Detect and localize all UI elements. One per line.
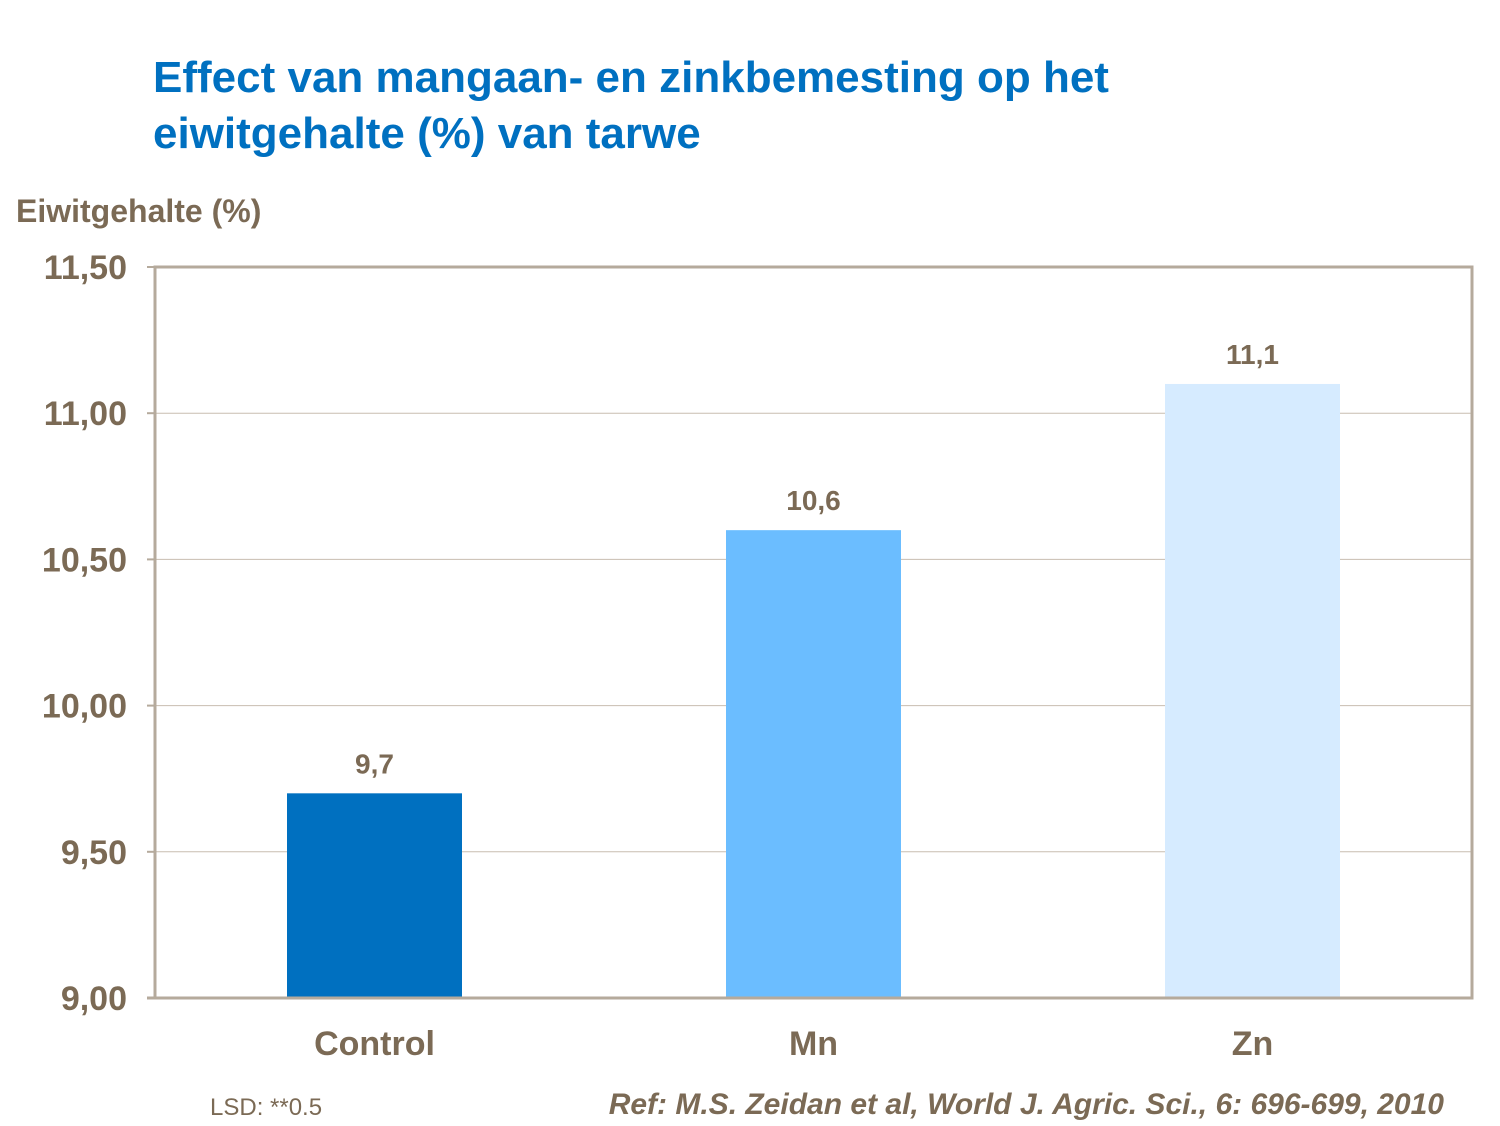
y-tick-label: 9,00 bbox=[61, 980, 127, 1018]
bar-control bbox=[287, 793, 462, 997]
chart-title-line-2: eiwitgehalte (%) van tarwe bbox=[153, 109, 701, 158]
reference-note: Ref: M.S. Zeidan et al, World J. Agric. … bbox=[608, 1088, 1444, 1121]
y-tick-label: 9,50 bbox=[61, 834, 127, 872]
x-tick-label: Zn bbox=[1232, 1025, 1274, 1063]
y-tick-label: 11,00 bbox=[44, 395, 127, 433]
x-tick-label: Control bbox=[314, 1025, 435, 1063]
bar-mn bbox=[726, 530, 901, 997]
lsd-note: LSD: **0.5 bbox=[210, 1094, 323, 1121]
chart-title: Effect van mangaan- en zinkbemesting op … bbox=[153, 50, 1109, 162]
data-label: 11,1 bbox=[1226, 339, 1279, 370]
data-label: 10,6 bbox=[786, 485, 841, 516]
chart-title-line-1: Effect van mangaan- en zinkbemesting op … bbox=[153, 53, 1109, 102]
y-tick-label: 11,50 bbox=[44, 249, 127, 287]
bar-zn bbox=[1165, 383, 1340, 998]
y-axis-label: Eiwitgehalte (%) bbox=[16, 193, 262, 229]
data-label: 9,7 bbox=[355, 748, 394, 779]
y-tick-label: 10,50 bbox=[42, 541, 127, 579]
y-tick-label: 10,00 bbox=[42, 688, 127, 726]
x-tick-label: Mn bbox=[789, 1025, 838, 1063]
